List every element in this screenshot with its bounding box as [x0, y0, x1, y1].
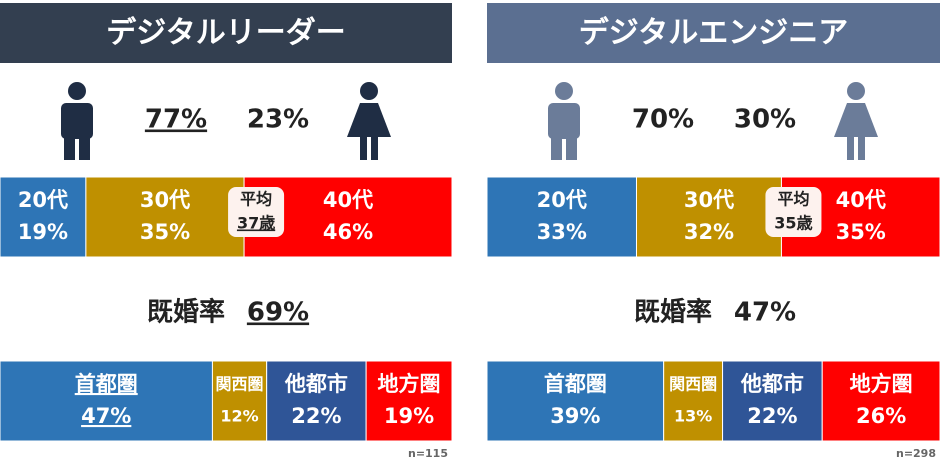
female-icon — [347, 82, 391, 160]
average-value: 35歳 — [774, 214, 812, 233]
age-value: 32% — [684, 220, 734, 244]
region-value: 12% — [220, 407, 258, 426]
age-category: 30代 — [684, 188, 734, 212]
icon-dress — [347, 103, 391, 137]
region-value: 22% — [291, 404, 341, 428]
panel-title: デジタルリーダー — [106, 16, 345, 51]
age-category: 40代 — [836, 188, 886, 212]
age-category: 20代 — [537, 188, 587, 212]
icon-leg — [847, 136, 854, 160]
average-value: 37歳 — [237, 214, 275, 233]
age-category: 40代 — [323, 188, 373, 212]
female-icon — [834, 82, 878, 160]
age-value: 33% — [537, 220, 587, 244]
sample-size: n=298 — [896, 447, 936, 460]
region-category: 他都市 — [284, 372, 348, 396]
region-category: 首都圏 — [544, 372, 607, 396]
region-category: 他都市 — [740, 372, 804, 396]
icon-head — [847, 82, 865, 100]
region-segment — [722, 360, 823, 442]
icon-leg — [79, 134, 90, 160]
title-bar — [487, 3, 940, 63]
region-segment — [0, 360, 213, 442]
male-share: 70% — [632, 105, 694, 135]
icon-head — [360, 82, 378, 100]
average-box — [765, 187, 822, 237]
icon-leg — [858, 136, 865, 160]
female-share: 30% — [734, 105, 796, 135]
region-value: 19% — [384, 404, 434, 428]
region-segment — [663, 360, 724, 442]
age-value: 46% — [323, 220, 373, 244]
male-share: 77% — [145, 105, 207, 135]
icon-leg — [566, 134, 577, 160]
age-value: 35% — [140, 220, 190, 244]
male-icon — [61, 82, 93, 160]
average-badge — [228, 187, 285, 237]
region-value: 39% — [550, 404, 600, 428]
age-category: 20代 — [18, 188, 68, 212]
age-value: 19% — [18, 220, 68, 244]
male-icon — [548, 82, 580, 160]
married-value: 47% — [734, 298, 796, 328]
icon-leg — [360, 136, 367, 160]
icon-leg — [64, 134, 75, 160]
average-label: 平均 — [777, 190, 809, 209]
icon-body — [548, 103, 580, 139]
region-category: 地方圏 — [378, 372, 441, 396]
panel-title: デジタルエンジニア — [579, 16, 848, 51]
region-category: 首都圏 — [75, 372, 138, 396]
married-label: 既婚率 — [634, 297, 712, 328]
region-value: 47% — [81, 404, 131, 428]
icon-body — [61, 103, 93, 139]
region-value: 13% — [674, 407, 712, 426]
region-category: 地方圏 — [850, 372, 913, 396]
female-share: 23% — [247, 105, 309, 135]
married-label: 既婚率 — [147, 297, 225, 328]
region-segment — [365, 360, 453, 442]
region-segment — [211, 360, 268, 442]
region-category: 関西圏 — [669, 375, 717, 394]
region-segment — [486, 360, 665, 442]
married-value: 69% — [247, 298, 309, 328]
sample-size: n=115 — [408, 447, 448, 460]
average-box — [228, 187, 285, 237]
icon-leg — [551, 134, 562, 160]
average-badge — [765, 187, 822, 237]
age-segment — [635, 176, 782, 258]
title-bar — [0, 3, 452, 63]
average-label: 平均 — [240, 190, 272, 209]
region-segment — [266, 360, 367, 442]
icon-leg — [371, 136, 378, 160]
icon-head — [68, 82, 86, 100]
age-segment — [0, 176, 87, 258]
icon-dress — [834, 103, 878, 137]
age-value: 35% — [836, 220, 886, 244]
region-segment — [821, 360, 940, 442]
age-segment — [85, 176, 245, 258]
age-category: 30代 — [140, 188, 190, 212]
region-value: 26% — [856, 404, 906, 428]
region-category: 関西圏 — [216, 375, 264, 394]
icon-head — [555, 82, 573, 100]
region-value: 22% — [747, 404, 797, 428]
